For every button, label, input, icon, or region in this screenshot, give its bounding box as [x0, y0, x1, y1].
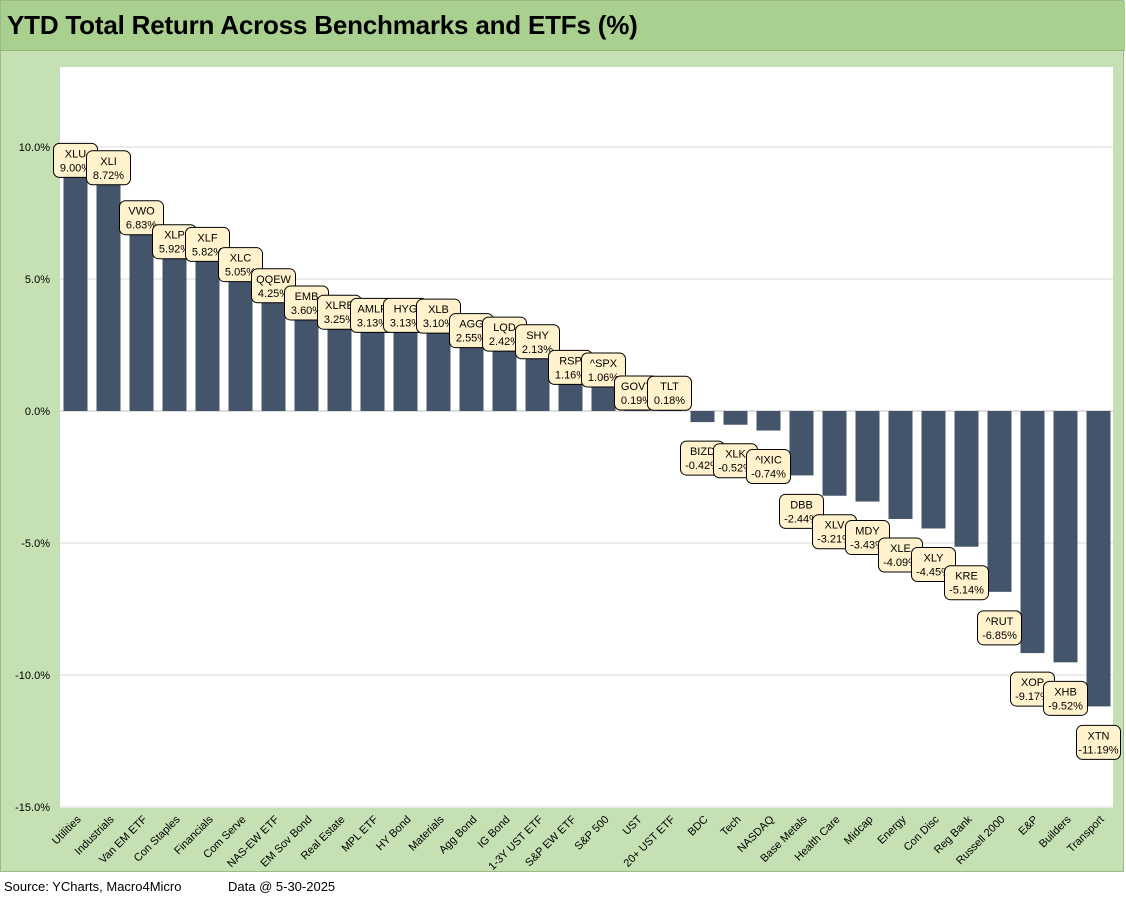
bar	[889, 411, 913, 519]
data-label: KRE -5.14%	[945, 566, 989, 600]
data-label-ticker: XLE	[890, 543, 911, 555]
data-label-ticker: HYG	[394, 303, 418, 315]
bar	[229, 278, 253, 411]
data-label-value: 0.18%	[654, 395, 685, 407]
y-tick-label: 10.0%	[19, 142, 50, 154]
bar	[724, 411, 748, 425]
data-label-ticker: XLU	[65, 148, 86, 160]
bar	[295, 316, 319, 411]
data-label-ticker: ^SPX	[590, 358, 618, 370]
bar	[130, 231, 154, 411]
data-label-ticker: XLK	[725, 449, 746, 461]
bar	[460, 344, 484, 411]
data-label: TLT 0.18%	[648, 376, 692, 410]
data-label-value: -11.19%	[1078, 744, 1118, 756]
y-tick-label: -10.0%	[15, 670, 50, 682]
data-label-value: -6.85%	[982, 630, 1017, 642]
bar	[856, 411, 880, 502]
data-label-ticker: XLC	[230, 253, 251, 265]
data-label: ^RUT -6.85%	[978, 611, 1022, 645]
bar	[790, 411, 814, 475]
bar	[262, 299, 286, 411]
bar	[64, 173, 88, 411]
data-label-ticker: XLF	[197, 232, 217, 244]
data-label-ticker: BIZD	[690, 446, 715, 458]
category-label: E&P	[1017, 814, 1041, 838]
bar	[196, 257, 220, 411]
bar	[823, 411, 847, 496]
data-label-ticker: XLRE	[325, 300, 354, 312]
bar	[526, 355, 550, 411]
data-label-ticker: XLI	[100, 156, 117, 168]
bar	[394, 328, 418, 411]
y-axis-tick-labels: 10.0% 5.0% 0.0% -5.0% -10.0% -15.0%	[15, 142, 50, 814]
data-label-ticker: XLY	[924, 552, 945, 564]
data-label-ticker: XLV	[825, 520, 846, 532]
bar-chart: 10.0% 5.0% 0.0% -5.0% -10.0% -15.0% Utilities…	[0, 0, 1126, 872]
bar	[691, 411, 715, 422]
bar	[922, 411, 946, 528]
data-label-value: -0.74%	[751, 469, 786, 481]
data-label-ticker: SHY	[526, 330, 549, 342]
data-label-ticker: XTN	[1088, 730, 1110, 742]
data-label-ticker: RSP	[559, 355, 582, 367]
category-label: Tech	[719, 814, 744, 839]
data-label-ticker: DBB	[790, 499, 813, 511]
y-tick-label: -15.0%	[15, 802, 50, 814]
data-label: XTN -11.19%	[1077, 725, 1121, 759]
data-label-value: 8.72%	[93, 170, 124, 182]
bar	[559, 380, 583, 411]
bar	[328, 325, 352, 411]
data-label-ticker: XLB	[428, 304, 449, 316]
category-label: UST	[621, 813, 645, 837]
data-label: XLI 8.72%	[87, 151, 131, 185]
bar	[163, 255, 187, 411]
category-label: S&P 500	[573, 814, 612, 853]
data-label-ticker: AMLP	[358, 303, 388, 315]
data-label-ticker: AGG	[459, 319, 483, 331]
bar	[1021, 411, 1045, 653]
data-label-ticker: QQEW	[256, 274, 291, 286]
data-label: ^IXIC -0.74%	[747, 450, 791, 484]
y-tick-label: -5.0%	[21, 538, 50, 550]
bar	[493, 347, 517, 411]
y-tick-label: 0.0%	[25, 406, 50, 418]
data-label-ticker: KRE	[955, 571, 978, 583]
data-label-ticker: ^IXIC	[755, 455, 782, 467]
data-label-ticker: VWO	[128, 206, 155, 218]
data-date-note: Data @ 5-30-2025	[228, 879, 335, 894]
data-label-ticker: ^RUT	[986, 616, 1014, 628]
bar	[427, 329, 451, 411]
y-tick-label: 5.0%	[25, 274, 50, 286]
category-label: Midcap	[842, 814, 876, 848]
data-label-ticker: LQD	[493, 322, 516, 334]
bar	[361, 328, 385, 411]
bar	[1087, 411, 1111, 706]
data-label-ticker: XLP	[164, 230, 185, 242]
bar	[757, 411, 781, 431]
data-label-value: -5.14%	[949, 585, 984, 597]
data-label-ticker: MDY	[855, 526, 880, 538]
data-label: XHB -9.52%	[1044, 681, 1088, 715]
bar	[988, 411, 1012, 592]
bar	[955, 411, 979, 547]
bar	[1054, 411, 1078, 662]
data-label-ticker: XOP	[1021, 677, 1044, 689]
source-note: Source: YCharts, Macro4Micro	[4, 879, 182, 894]
data-label-ticker: XHB	[1054, 686, 1077, 698]
footer: Source: YCharts, Macro4Micro Data @ 5-30…	[4, 879, 182, 894]
category-label: BDC	[686, 814, 711, 839]
data-label-ticker: TLT	[660, 381, 679, 393]
data-label-value: -9.52%	[1048, 700, 1083, 712]
bar	[97, 181, 121, 411]
category-label: MPL ETF	[340, 813, 381, 854]
data-label-ticker: EMB	[295, 291, 319, 303]
